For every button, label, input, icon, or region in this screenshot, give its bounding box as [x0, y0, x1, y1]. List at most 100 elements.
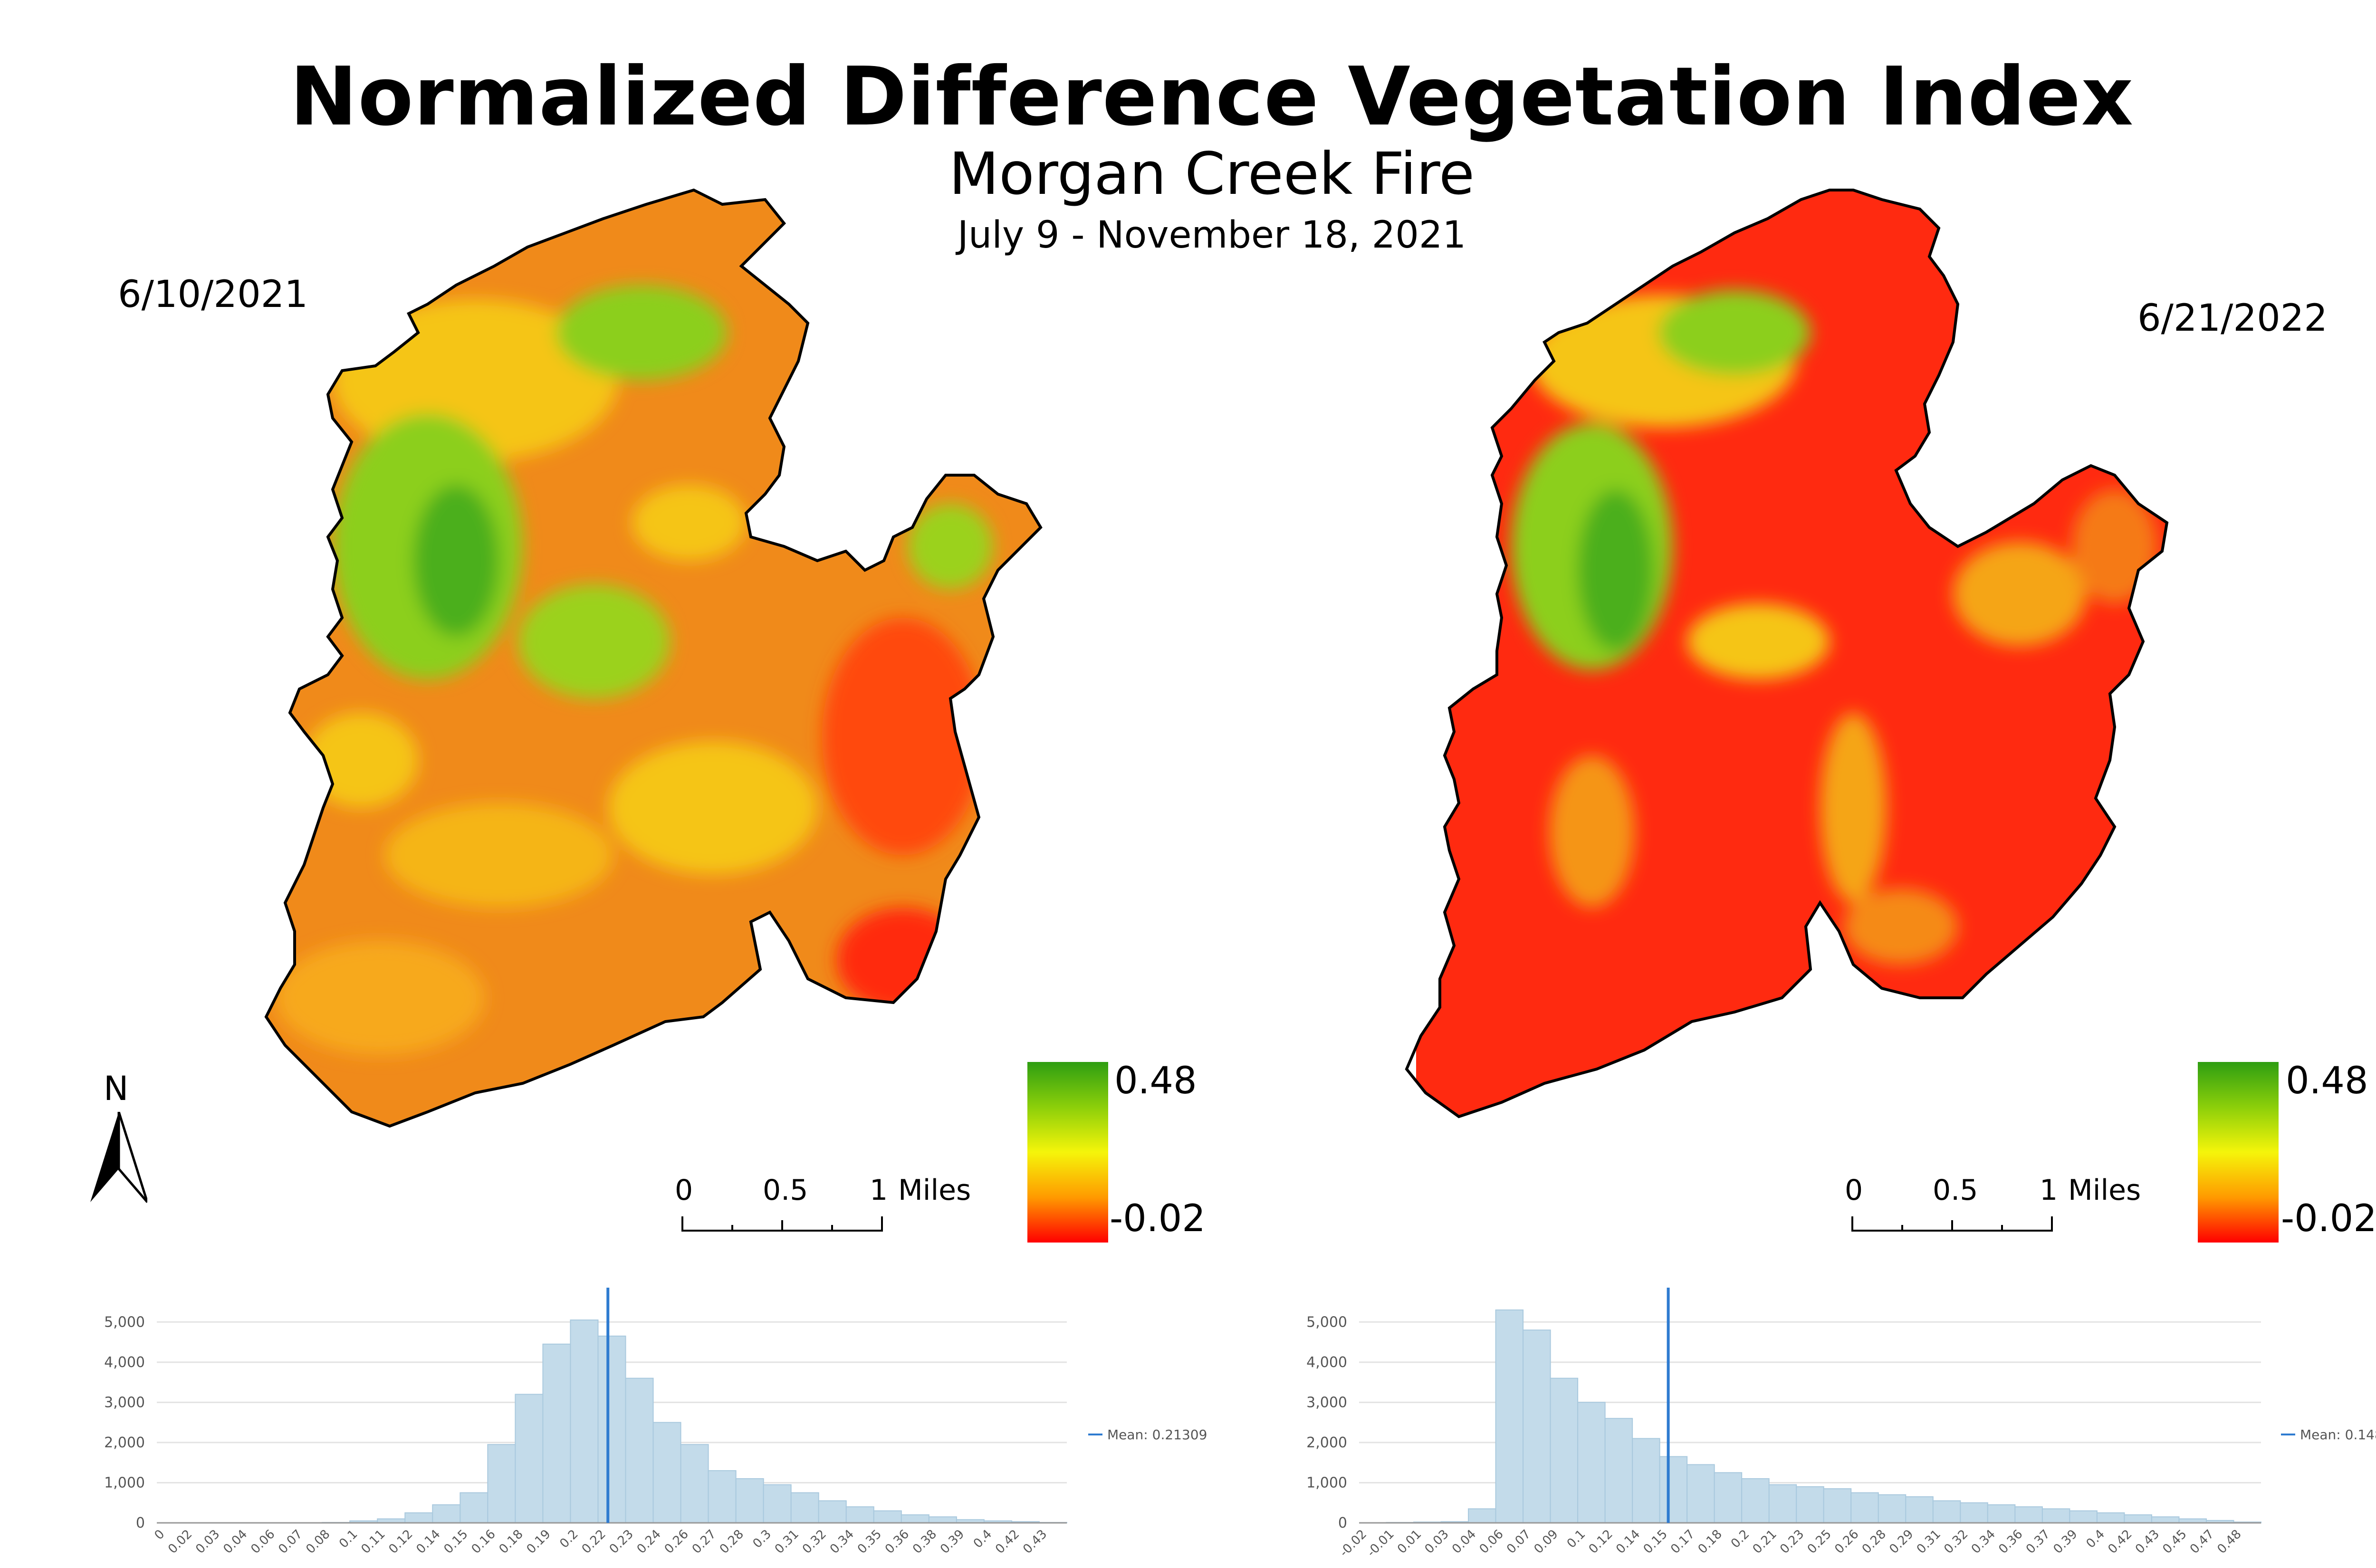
y-tick-label: 0 — [136, 1515, 145, 1531]
scale-label-05: 0.5 — [1933, 1174, 1978, 1207]
histogram-bar — [1878, 1494, 1907, 1523]
x-tick-label: 0.34 — [827, 1527, 857, 1557]
scale-label-1: 1 — [870, 1174, 888, 1207]
north-arrow-icon — [90, 1112, 147, 1203]
histogram-bar — [735, 1478, 764, 1523]
histogram-bar — [1850, 1492, 1879, 1524]
y-tick-label: 1,000 — [1306, 1474, 1347, 1491]
ndvi-legend-bar-right — [2198, 1062, 2279, 1243]
x-tick-label: 0.12 — [386, 1527, 415, 1557]
x-tick-label: 0.28 — [717, 1527, 747, 1557]
histogram-2022: 0 1,000 2,000 3,000 4,000 5,000 -0.02-0.010.01… — [1306, 1288, 2376, 1560]
map-subtitle: Morgan Creek Fire — [948, 140, 1475, 208]
x-tick-label: 0.32 — [800, 1527, 829, 1557]
x-tick-label: 0.14 — [1613, 1527, 1643, 1557]
ndvi-map-2021 — [257, 181, 1074, 1140]
histogram-bar — [515, 1394, 544, 1523]
histogram-bar — [2096, 1512, 2125, 1524]
legend-min-left: -0.02 — [1110, 1197, 1206, 1240]
histogram-bar — [1523, 1329, 1551, 1523]
x-tick-label: 0.03 — [1422, 1527, 1452, 1557]
ndvi-legend-bar-left — [1027, 1062, 1108, 1243]
histogram-bar — [1659, 1456, 1688, 1523]
x-tick-label: 0.07 — [276, 1527, 305, 1557]
y-tick-label: 2,000 — [104, 1434, 145, 1451]
histogram-2021: 01,0002,0003,0004,0005,00000.020.030.040… — [104, 1288, 1207, 1557]
histogram-bar — [1495, 1309, 1524, 1523]
x-tick-label: 0.07 — [1504, 1527, 1533, 1557]
x-tick-label: 0.18 — [497, 1527, 526, 1557]
x-tick-label: 0.43 — [1020, 1527, 1050, 1557]
map-date-left: 6/10/2021 — [118, 273, 308, 316]
histogram-bar — [928, 1516, 957, 1523]
x-tick-label: 0.17 — [1668, 1527, 1697, 1557]
histogram-bar — [2151, 1516, 2180, 1523]
x-tick-label: 0 — [152, 1527, 167, 1543]
histogram-bar — [1632, 1438, 1660, 1524]
x-tick-label: -0.02 — [1337, 1527, 1370, 1560]
x-tick-label: 0.25 — [1805, 1527, 1834, 1557]
histogram-bar — [2069, 1510, 2098, 1523]
y-tick-label: 5,000 — [104, 1314, 145, 1330]
histogram-bar — [818, 1500, 847, 1523]
x-tick-label: 0.16 — [469, 1527, 498, 1557]
histogram-bar — [1686, 1464, 1715, 1523]
x-tick-label: 0.19 — [524, 1527, 554, 1557]
y-tick-label: 4,000 — [104, 1354, 145, 1371]
histogram-bar — [597, 1335, 626, 1523]
histogram-bar — [2124, 1514, 2152, 1523]
x-tick-label: 0.4 — [971, 1527, 995, 1551]
x-tick-label: 0.03 — [193, 1527, 222, 1557]
histogram-bar — [570, 1319, 599, 1524]
x-tick-label: 0.36 — [882, 1527, 912, 1557]
scale-unit: Miles — [898, 1174, 971, 1207]
histogram-bar — [708, 1470, 737, 1523]
x-tick-label: 0.39 — [938, 1527, 967, 1557]
x-tick-label: 0.04 — [1449, 1527, 1479, 1557]
x-tick-label: 0.38 — [910, 1527, 939, 1557]
histogram-bar — [1468, 1508, 1496, 1524]
x-tick-label: 0.34 — [1969, 1527, 1998, 1557]
scale-label-05: 0.5 — [763, 1174, 808, 1207]
y-tick-label: 1,000 — [104, 1474, 145, 1491]
x-tick-label: 0.15 — [441, 1527, 471, 1557]
x-tick-label: 0.15 — [1641, 1527, 1670, 1557]
x-tick-label: 0.06 — [1477, 1527, 1506, 1557]
histogram-bar — [1741, 1478, 1770, 1523]
histogram-bar — [790, 1492, 819, 1524]
x-tick-label: 0.08 — [303, 1527, 333, 1557]
y-tick-label: 5,000 — [1306, 1314, 1347, 1330]
x-tick-label: 0.27 — [690, 1527, 719, 1557]
x-tick-label: 0.48 — [2215, 1527, 2244, 1557]
histogram-bar — [763, 1484, 792, 1524]
scale-label-0: 0 — [1845, 1174, 1863, 1207]
x-tick-label: 0.1 — [336, 1527, 360, 1551]
y-tick-label: 0 — [1338, 1515, 1347, 1531]
y-tick-label: 3,000 — [104, 1394, 145, 1411]
x-tick-label: 0.14 — [414, 1527, 443, 1557]
histogram-bar — [1905, 1496, 1934, 1523]
histogram-bar — [680, 1444, 709, 1523]
x-tick-label: 0.24 — [634, 1527, 664, 1557]
x-tick-label: 0.28 — [1859, 1527, 1889, 1557]
x-tick-label: 0.02 — [165, 1527, 195, 1557]
x-tick-label: 0.43 — [2133, 1527, 2162, 1557]
mean-legend-label: Mean: 0.21309 — [1107, 1427, 1207, 1443]
histogram-bar — [625, 1377, 654, 1524]
x-tick-label: 0.1 — [1564, 1527, 1588, 1551]
map-title: Normalized Difference Vegetation Index — [289, 50, 2134, 144]
y-tick-label: 4,000 — [1306, 1354, 1347, 1371]
histogram-bar — [2014, 1506, 2043, 1524]
x-tick-label: 0.39 — [2050, 1527, 2080, 1557]
histogram-bar — [1932, 1500, 1961, 1523]
histogram-bar — [1768, 1484, 1797, 1524]
x-tick-label: 0.45 — [2160, 1527, 2190, 1557]
x-tick-label: 0.18 — [1696, 1527, 1725, 1557]
histogram-bar — [873, 1510, 902, 1523]
x-tick-label: 0.11 — [358, 1527, 388, 1557]
x-tick-label: 0.36 — [1996, 1527, 2025, 1557]
x-tick-label: 0.4 — [2084, 1527, 2108, 1551]
histogram-bar — [1796, 1486, 1824, 1523]
x-tick-label: 0.12 — [1586, 1527, 1616, 1557]
x-tick-label: 0.3 — [750, 1527, 774, 1551]
